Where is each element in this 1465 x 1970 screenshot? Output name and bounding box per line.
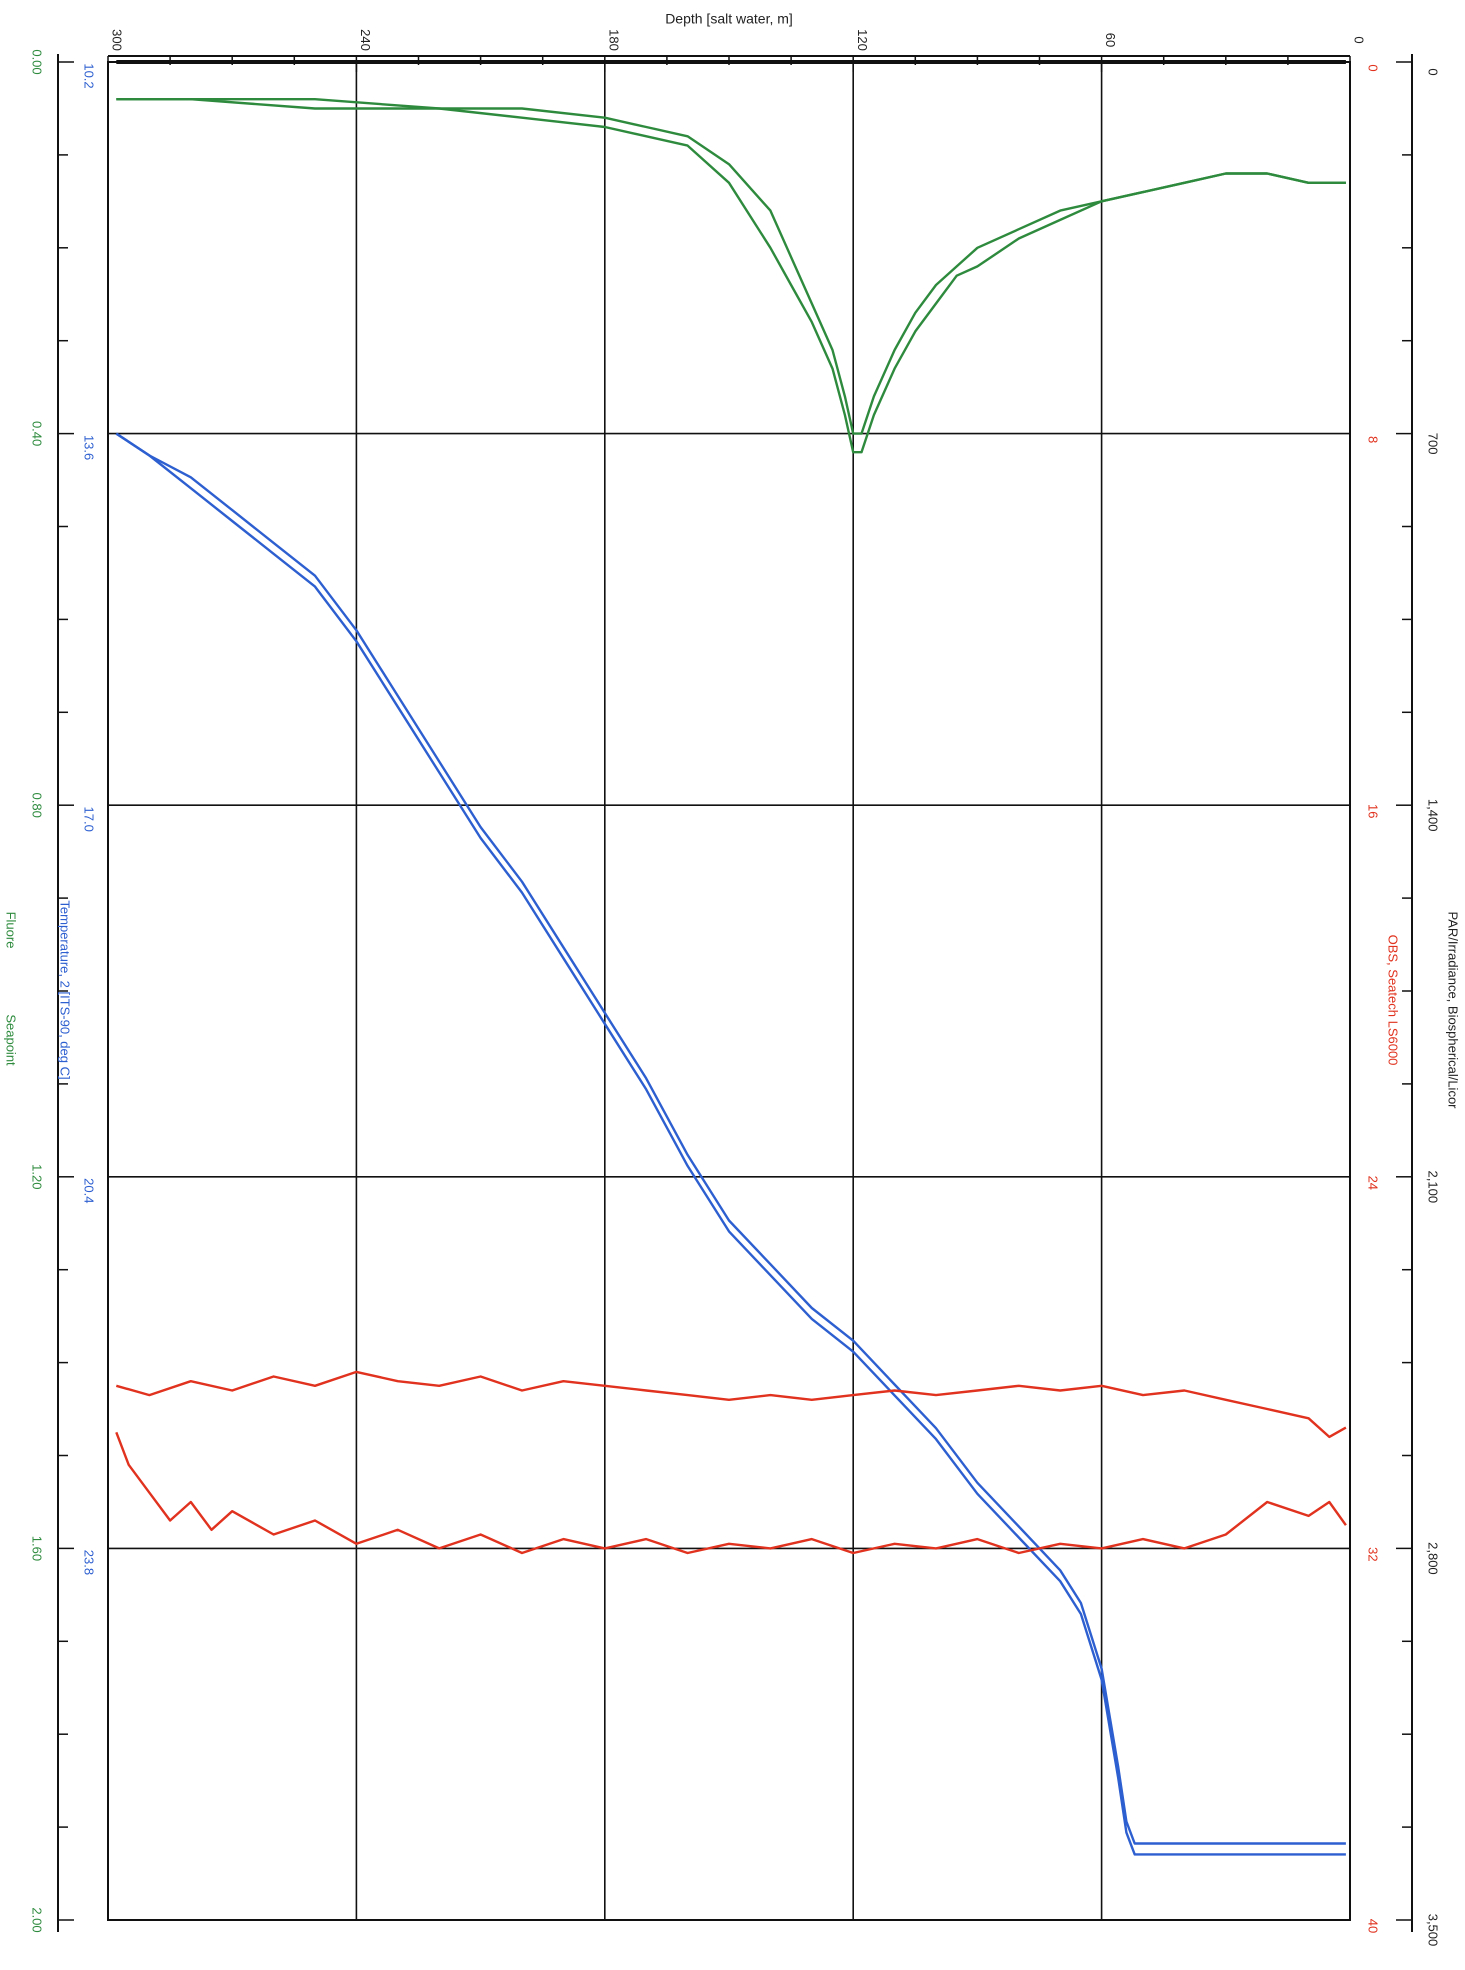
temperature-tick-label: 10.2 — [82, 63, 97, 88]
par-tick-label: 0 — [1426, 68, 1441, 75]
plot-frame — [107, 61, 1351, 1921]
depth-tick-label: 60 — [1103, 33, 1118, 47]
par-tick-label: 3,500 — [1426, 1914, 1441, 1947]
temperature-line-2 — [115, 432, 1346, 1856]
par-tick-label: 2,100 — [1426, 1171, 1441, 1204]
depth-tick-label: 120 — [855, 29, 870, 51]
temperature-tick-label: 17.0 — [82, 807, 97, 832]
fluorescence-tick-label: 0.40 — [30, 421, 45, 446]
temperature-tick-label: 20.4 — [82, 1178, 97, 1203]
temperature-line-3 — [115, 432, 1346, 1845]
series-layer — [115, 60, 1347, 1856]
obs-line-4 — [115, 1370, 1347, 1439]
fluorescence-axis-title-part-2: Seapoint — [4, 1014, 19, 1066]
obs-tick-label: 24 — [1366, 1176, 1381, 1190]
obs-tick-label: 16 — [1366, 804, 1381, 818]
depth-tick-label: 240 — [358, 29, 373, 51]
par-axis-title: PAR/Irradiance, Biospherical/Licor — [1446, 911, 1461, 1109]
obs-tick-label: 32 — [1366, 1547, 1381, 1561]
obs-tick-label: 8 — [1366, 436, 1381, 443]
obs-tick-label: 0 — [1366, 64, 1381, 71]
depth-tick-label: 300 — [110, 29, 125, 51]
par-tick-label: 2,800 — [1426, 1542, 1441, 1575]
par-tick-label: 700 — [1426, 433, 1441, 455]
depth-tick-label: 0 — [1352, 36, 1367, 43]
grid-layer — [107, 61, 1351, 1921]
axes-layer — [57, 54, 1413, 1932]
fluorescence-axis-title-part-1: Fluore — [4, 912, 19, 949]
temperature-tick-label: 23.8 — [82, 1550, 97, 1575]
obs-line-5 — [115, 1431, 1347, 1555]
fluorescence-tick-label: 1.60 — [30, 1536, 45, 1561]
par-tick-label: 1,400 — [1426, 799, 1441, 832]
temperature-tick-label: 13.6 — [82, 435, 97, 460]
depth-tick-label: 180 — [606, 29, 621, 51]
fluorescence-tick-label: 0.80 — [30, 793, 45, 818]
fluorescence-line-0 — [116, 97, 1346, 454]
fluorescence-tick-label: 2.00 — [30, 1907, 45, 1932]
fluorescence-line-1 — [116, 97, 1346, 435]
fluorescence-tick-label: 0.00 — [30, 49, 45, 74]
fluorescence-tick-label: 1.20 — [30, 1164, 45, 1189]
temperature-axis-title: Temperature, 2 [ITS-90, deg C] — [58, 900, 73, 1079]
depth-axis-title: Depth [salt water, m] — [665, 11, 793, 27]
obs-tick-label: 40 — [1366, 1919, 1381, 1933]
obs-axis-title: OBS, Seatech LS6000 — [1386, 935, 1401, 1066]
